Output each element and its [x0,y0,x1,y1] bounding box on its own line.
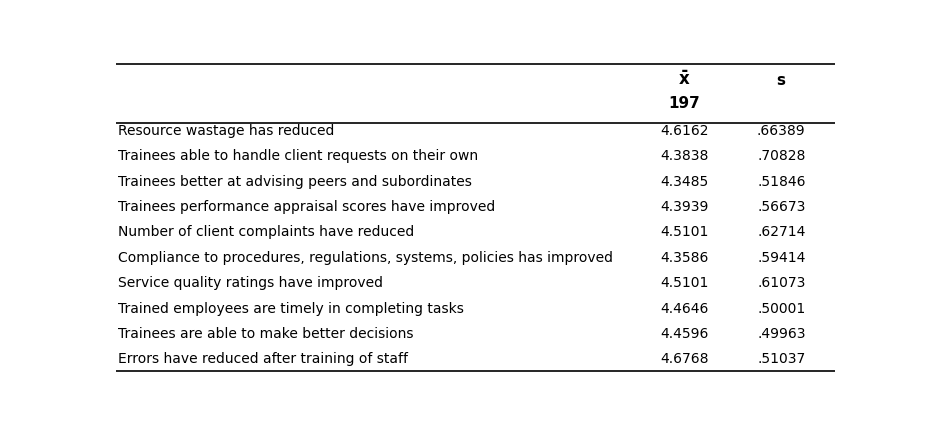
Text: $\mathbf{s}$: $\mathbf{s}$ [775,73,785,88]
Text: Service quality ratings have improved: Service quality ratings have improved [118,276,383,290]
Text: .66389: .66389 [756,124,805,138]
Text: 4.6768: 4.6768 [659,352,707,366]
Text: 4.5101: 4.5101 [659,226,707,240]
Text: .49963: .49963 [756,327,805,341]
Text: $\mathbf{\bar{x}}$: $\mathbf{\bar{x}}$ [678,71,690,89]
Text: .56673: .56673 [756,200,805,214]
Text: Trainees performance appraisal scores have improved: Trainees performance appraisal scores ha… [118,200,495,214]
Text: Resource wastage has reduced: Resource wastage has reduced [118,124,334,138]
Text: Errors have reduced after training of staff: Errors have reduced after training of st… [118,352,408,366]
Text: 4.3485: 4.3485 [659,175,707,189]
Text: 4.3939: 4.3939 [659,200,707,214]
Text: 4.3838: 4.3838 [659,149,707,163]
Text: Number of client complaints have reduced: Number of client complaints have reduced [118,226,414,240]
Text: Compliance to procedures, regulations, systems, policies has improved: Compliance to procedures, regulations, s… [118,251,613,265]
Text: Trainees better at advising peers and subordinates: Trainees better at advising peers and su… [118,175,472,189]
Text: .61073: .61073 [756,276,805,290]
Text: 4.5101: 4.5101 [659,276,707,290]
Text: .51037: .51037 [756,352,805,366]
Text: Trained employees are timely in completing tasks: Trained employees are timely in completi… [118,301,464,315]
Text: .62714: .62714 [756,226,805,240]
Text: .59414: .59414 [756,251,805,265]
Text: .70828: .70828 [756,149,805,163]
Text: 197: 197 [667,96,699,111]
Text: .51846: .51846 [756,175,805,189]
Text: 4.4646: 4.4646 [659,301,707,315]
Text: Trainees are able to make better decisions: Trainees are able to make better decisio… [118,327,413,341]
Text: .50001: .50001 [756,301,805,315]
Text: Trainees able to handle client requests on their own: Trainees able to handle client requests … [118,149,477,163]
Text: 4.4596: 4.4596 [659,327,707,341]
Text: 4.6162: 4.6162 [659,124,707,138]
Text: 4.3586: 4.3586 [659,251,707,265]
